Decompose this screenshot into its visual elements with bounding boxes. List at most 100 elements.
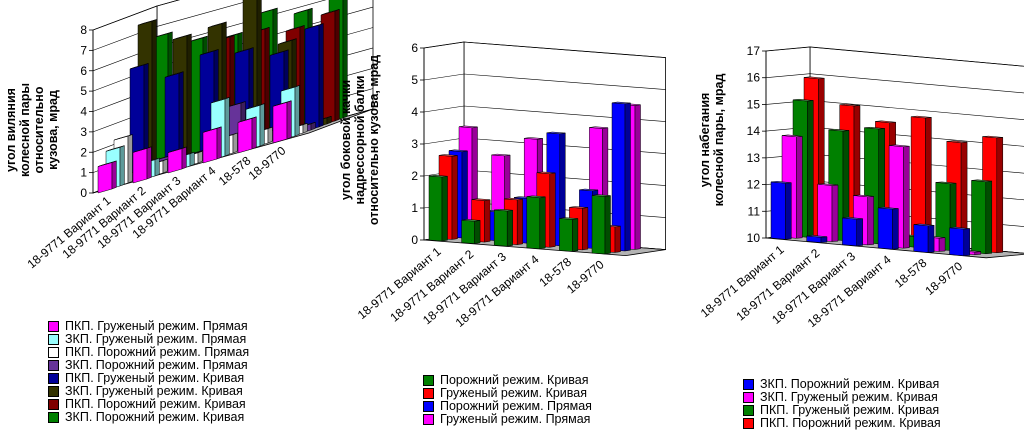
y-tick-label: 2 (411, 169, 418, 183)
y-tick-label: 15 (747, 97, 761, 111)
legend-entry: ПКП. Порожний режим. Кривая (48, 398, 249, 411)
legend-label: ПКП. Груженый режим. Кривая (65, 371, 245, 385)
legend-label: Порожний режим. Кривая (440, 373, 589, 387)
legend-entry: ЗКП. Порожний режим. Кривая (743, 378, 941, 391)
bar (913, 223, 935, 253)
legend-label: ПКП. Порожний режим. Кривая (760, 416, 941, 430)
bar (97, 160, 117, 194)
legend-entry: ЗКП. Груженый режим. Прямая (48, 333, 249, 346)
bar (237, 116, 257, 154)
legend-swatch (743, 379, 754, 390)
legend-label: ЗКП. Порожний режим. Кривая (760, 377, 940, 391)
bar (591, 194, 611, 255)
y-tick-label: 0 (80, 186, 87, 200)
legend-swatch (48, 321, 59, 332)
bar (428, 174, 448, 242)
gridline (765, 73, 1024, 94)
legend-entry: ЗКП. Порожний режим. Кривая (48, 411, 249, 424)
bar (272, 100, 292, 144)
y-tick-label: 4 (411, 105, 418, 119)
y-tick-label: 7 (80, 43, 87, 57)
y-tick-label: 12 (747, 178, 761, 192)
y-tick-label: 6 (411, 41, 418, 55)
y-tick-label: 5 (411, 73, 418, 87)
bar (949, 226, 971, 257)
legend-label: ЗКП. Порожний режим. Кривая (65, 410, 245, 424)
bar (611, 101, 631, 252)
legend-entry: ЗКП. Груженый режим. Кривая (743, 391, 941, 404)
legend-swatch (48, 347, 59, 358)
bar (461, 219, 481, 244)
bar (877, 207, 899, 250)
legend-entry: Порожний режим. Прямая (423, 400, 592, 413)
bar (559, 217, 579, 252)
legend-swatch (48, 412, 59, 423)
legend-entry: Груженый режим. Кривая (423, 387, 592, 400)
y-axis-title: угол набеганияколесной пары, мрад (698, 74, 726, 207)
bar (842, 217, 863, 247)
y-tick-label: 5 (80, 84, 87, 98)
y-tick-label: 13 (747, 151, 761, 165)
legend-swatch (743, 418, 754, 429)
y-tick-label: 0 (411, 233, 418, 247)
legend-swatch (423, 388, 434, 399)
legend-swatch (743, 405, 754, 416)
y-tick-label: 10 (747, 231, 761, 245)
bar (304, 23, 324, 132)
y-tick-label: 3 (80, 125, 87, 139)
legend-entry: ЗКП. Порожний режим. Прямая (48, 359, 249, 372)
legend-chart-1: ПКП. Груженый режим. Прямая ЗКП. Груженый… (48, 320, 249, 424)
legend-label: ЗКП. Груженый режим. Прямая (65, 332, 247, 346)
bar (167, 146, 187, 174)
legend-swatch (423, 414, 434, 425)
y-tick-label: 3 (411, 137, 418, 151)
legend-entry: ПКП. Груженый режим. Прямая (48, 320, 249, 333)
legend-label: ЗКП. Груженый режим. Кривая (760, 390, 938, 404)
bar (202, 126, 222, 164)
legend-entry: ПКП. Груженый режим. Кривая (743, 404, 941, 417)
bar (526, 195, 546, 250)
y-tick-label: 11 (748, 204, 761, 218)
bar (806, 235, 828, 243)
bar (493, 208, 513, 247)
legend-chart-3: ЗКП. Порожний режим. Кривая ЗКП. Груженый… (743, 378, 941, 430)
gridline (92, 0, 180, 31)
bar (817, 183, 839, 242)
y-tick-label: 2 (80, 145, 87, 159)
legend-entry: ПКП. Порожний режим. Кривая (743, 417, 941, 430)
legend-label: ЗКП. Груженый режим. Кривая (65, 384, 243, 398)
gridline (423, 105, 666, 122)
legend-swatch (423, 401, 434, 412)
legend-label: ПКП. Груженый режим. Кривая (760, 403, 940, 417)
bar (320, 8, 340, 126)
y-tick-label: 14 (747, 124, 761, 138)
legend-swatch (48, 334, 59, 345)
legend-label: Груженый режим. Прямая (440, 412, 591, 426)
y-tick-label: 4 (80, 105, 87, 119)
legend-entry: ПКП. Груженый режим. Кривая (48, 372, 249, 385)
legend-label: Порожний режим. Прямая (440, 399, 592, 413)
legend-swatch (48, 360, 59, 371)
legend-label: Груженый режим. Кривая (440, 386, 588, 400)
gridline (423, 41, 666, 58)
legend-swatch (48, 373, 59, 384)
legend-label: ПКП. Порожний режим. Прямая (65, 345, 250, 359)
legend-swatch (423, 375, 434, 386)
legend-swatch (48, 399, 59, 410)
bar (132, 146, 152, 184)
y-tick-label: 1 (80, 166, 87, 180)
y-axis-title: угол вилянияколесной парыотносительнокуз… (4, 83, 60, 177)
y-axis-title: угол боковой качкинадрессорной балкиотно… (339, 55, 381, 225)
y-tick-label: 16 (747, 71, 761, 85)
legend-swatch (743, 392, 754, 403)
legend-entry: ЗКП. Груженый режим. Кривая (48, 385, 249, 398)
legend-entry: Груженый режим. Прямая (423, 413, 592, 426)
legend-label: ПКП. Груженый режим. Прямая (65, 319, 248, 333)
legend-label: ПКП. Порожний режим. Кривая (65, 397, 246, 411)
bar (910, 115, 932, 247)
legend-entry: Порожний режим. Кривая (423, 374, 592, 387)
